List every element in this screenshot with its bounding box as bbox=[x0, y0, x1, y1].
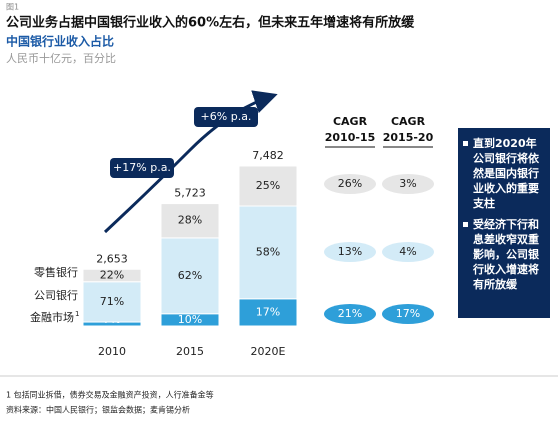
segment-label: 22% bbox=[100, 269, 124, 282]
segment-label: 71% bbox=[100, 295, 124, 308]
cagr-oval bbox=[382, 242, 434, 262]
cagr-header: CAGR bbox=[333, 115, 368, 128]
cagr-oval bbox=[324, 174, 376, 194]
legend-label: 公司银行 bbox=[34, 288, 78, 302]
segment-label: 28% bbox=[178, 214, 202, 227]
headline: 公司业务占据中国银行业收入的60%左右，但未来五年增速将有所放缓 bbox=[6, 15, 415, 31]
legend-label: 金融市场 bbox=[30, 310, 74, 324]
legend-label: 零售银行 bbox=[34, 265, 78, 279]
cagr-oval bbox=[324, 304, 376, 324]
bar-segment bbox=[160, 203, 220, 239]
sidebar-bullet: 直到2020年公司银行将依然是国内银行业收入的重要支柱 bbox=[463, 136, 545, 211]
cagr-header: CAGR bbox=[391, 115, 426, 128]
source: 资料来源：中国人民银行；银监会数据；麦肯锡分析 bbox=[6, 405, 190, 415]
figure-label: 图1 bbox=[6, 3, 19, 12]
growth-label: +17% p.a. bbox=[113, 161, 171, 174]
cagr-value: 21% bbox=[338, 307, 362, 320]
cagr-value: 13% bbox=[338, 245, 362, 258]
x-tick-label: 2020E bbox=[251, 345, 286, 358]
cagr-oval bbox=[382, 304, 434, 324]
chart-title: 中国银行业收入占比 bbox=[6, 34, 114, 49]
bar-segment bbox=[238, 298, 298, 327]
footnote-mark: 1 bbox=[75, 310, 79, 318]
total-label: 7,482 bbox=[252, 149, 284, 162]
bar-segment bbox=[82, 281, 142, 323]
sidebar: 直到2020年公司银行将依然是国内银行业收入的重要支柱 受经济下行和息差收窄双重影… bbox=[458, 128, 550, 318]
cagr-value: 4% bbox=[399, 245, 416, 258]
bar-segment bbox=[238, 205, 298, 300]
total-label: 5,723 bbox=[174, 187, 206, 200]
cagr-oval bbox=[324, 242, 376, 262]
chart-subtitle: 人民币十亿元，百分比 bbox=[6, 51, 116, 65]
growth-label: +6% p.a. bbox=[201, 110, 252, 123]
segment-label: 58% bbox=[256, 245, 280, 258]
bar-segment bbox=[238, 165, 298, 207]
cagr-header: 2015-20 bbox=[383, 131, 434, 144]
sidebar-bullet: 受经济下行和息差收窄双重影响，公司银行收入增速将有所放缓 bbox=[463, 217, 545, 292]
total-label: 2,653 bbox=[96, 252, 128, 265]
cagr-value: 17% bbox=[396, 307, 420, 320]
segment-label: 17% bbox=[256, 305, 280, 318]
cagr-oval bbox=[382, 174, 434, 194]
segment-label: 25% bbox=[256, 179, 280, 192]
footnote: 1 包括同业拆借，债券交易及金融资产投资，人行准备金等 bbox=[6, 390, 214, 400]
x-tick-label: 2015 bbox=[176, 345, 204, 358]
cagr-value: 26% bbox=[338, 177, 362, 190]
x-tick-label: 2010 bbox=[98, 345, 126, 358]
growth-badge bbox=[110, 158, 174, 178]
bar-segment bbox=[160, 237, 220, 315]
segment-label: 62% bbox=[178, 269, 202, 282]
growth-badge bbox=[194, 107, 258, 127]
cagr-header: 2010-15 bbox=[325, 131, 376, 144]
segment-label: 10% bbox=[178, 313, 202, 326]
cagr-value: 3% bbox=[399, 177, 416, 190]
bar-segment bbox=[82, 268, 142, 283]
